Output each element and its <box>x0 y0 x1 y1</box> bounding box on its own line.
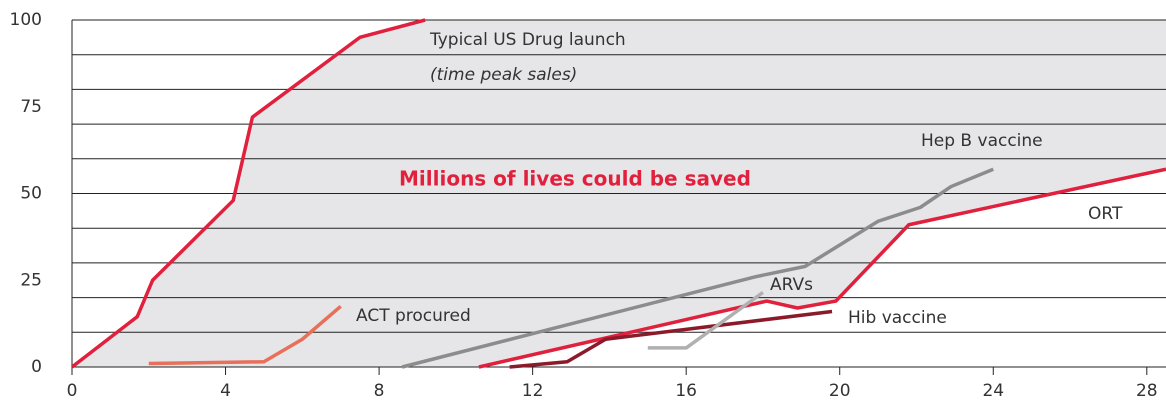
y-tick-label: 50 <box>20 184 42 204</box>
x-tick-label: 0 <box>67 381 78 401</box>
series-label: Typical US Drug launch <box>429 30 626 50</box>
series-label: Hib vaccine <box>848 308 947 328</box>
line-series <box>401 167 994 369</box>
line-series <box>478 167 1166 369</box>
y-tick-label: 100 <box>10 10 42 30</box>
series-label: Hep B vaccine <box>921 131 1043 151</box>
annotation: (time peak sales) <box>430 65 577 85</box>
x-tick-label: 4 <box>220 381 231 401</box>
series-label: ORT <box>1088 204 1123 224</box>
x-tick-label: 20 <box>829 381 851 401</box>
line-series <box>647 290 764 350</box>
x-tick-label: 12 <box>522 381 544 401</box>
x-tick-label: 24 <box>982 381 1004 401</box>
x-tick-label: 28 <box>1136 381 1158 401</box>
y-tick-label: 75 <box>20 97 42 117</box>
y-tick-label: 0 <box>31 357 42 377</box>
annotation: Millions of lives could be saved <box>399 167 751 191</box>
series-label: ACT procured <box>356 306 471 326</box>
line-series <box>148 304 342 366</box>
x-tick-label: 8 <box>374 381 385 401</box>
series-label: ARVs <box>770 275 813 295</box>
x-tick-label: 16 <box>675 381 697 401</box>
line-series <box>70 18 426 369</box>
y-tick-label: 25 <box>20 270 42 290</box>
